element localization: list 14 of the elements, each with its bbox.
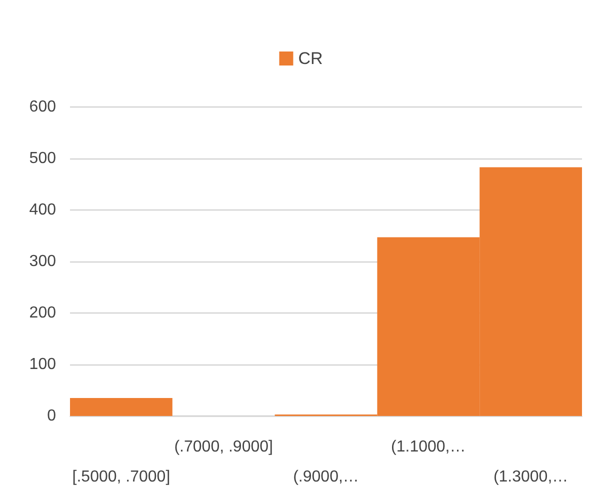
- y-tick-label: 400: [29, 202, 56, 218]
- x-tick-label: (1.3000,…: [493, 468, 568, 486]
- bar: [70, 398, 172, 416]
- y-tick-label: 0: [47, 408, 56, 424]
- x-tick-label: (1.1000,…: [391, 438, 466, 456]
- y-tick-label: 200: [29, 304, 56, 322]
- y-tick-label: 500: [29, 150, 56, 167]
- x-tick-label: (.7000, .9000]: [174, 438, 273, 456]
- x-tick-label: (.9000,…: [293, 468, 359, 486]
- y-tick-label: 300: [29, 253, 56, 270]
- y-tick-label: 100: [29, 356, 56, 373]
- y-tick-label: 600: [29, 98, 56, 116]
- x-tick-label: [.5000, .7000]: [72, 468, 170, 486]
- legend-label: CR: [298, 49, 323, 68]
